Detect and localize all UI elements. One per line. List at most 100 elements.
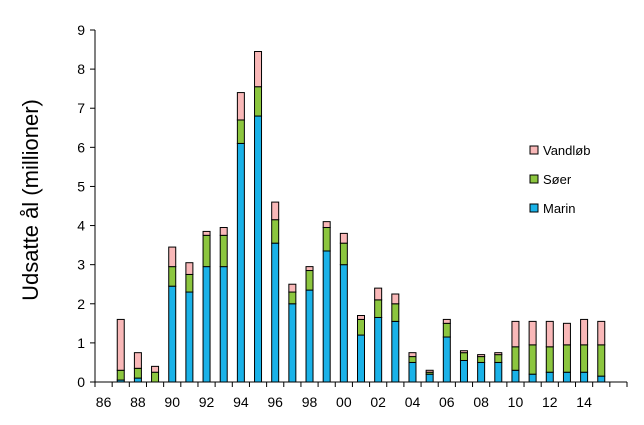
y-tick-label: 9 [77,22,85,38]
legend-swatch [529,174,539,184]
bar-segment-marin [202,266,211,383]
bar-segment-marin [357,334,365,383]
legend-swatch [529,203,539,213]
bar-segment-s-er [254,86,263,117]
bar-segment-vandl-b [305,266,314,272]
bar-segment-marin [271,242,280,383]
bar-segment-s-er [322,227,331,252]
bar-segment-vandl-b [322,221,331,229]
bar-segment-marin [562,371,571,383]
bar-segment-marin [425,373,434,383]
bar-segment-marin [168,285,177,383]
bar-segment-marin [511,369,520,383]
x-tick-label: 02 [370,394,386,410]
bar-segment-marin [528,373,537,383]
x-tick-label: 88 [130,394,146,410]
bar-segment-marin [442,336,451,383]
legend-swatch [529,145,539,155]
x-tick-label: 06 [439,394,455,410]
bar-segment-marin [597,375,606,383]
y-tick-label: 7 [77,100,85,116]
bar-segment-s-er [202,234,211,268]
bar-segment-s-er [151,371,160,383]
bar-segment-vandl-b [271,201,280,221]
x-tick-label: 86 [96,394,112,410]
x-tick-label: 96 [267,394,283,410]
bar-segment-s-er [374,299,383,318]
y-tick-label: 2 [77,296,85,312]
bar-segment-s-er [288,291,297,305]
bar-segment-vandl-b [494,352,503,356]
bar-segment-s-er [357,318,365,336]
legend-label: Marin [543,201,576,216]
bar-segment-vandl-b [236,92,245,121]
bar-segment-marin [545,371,554,383]
bar-segment-vandl-b [391,293,400,305]
bar-segment-marin [580,371,589,383]
bar-segment-vandl-b [116,318,125,371]
bar-segment-s-er [442,322,451,338]
bar-segment-marin [305,289,314,383]
x-tick-label: 94 [233,394,249,410]
bar-segment-vandl-b [254,51,263,88]
x-tick-label: 00 [336,394,352,410]
bar-segment-marin [254,115,263,383]
bar-segment-vandl-b [597,320,606,346]
bar-segment-s-er [580,344,589,373]
bar-segment-s-er [219,234,228,268]
y-tick-label: 1 [77,335,85,351]
bar-segment-marin [459,359,468,383]
bar-segment-s-er [339,242,348,266]
bar-segment-vandl-b [408,352,417,358]
legend-label: Vandløb [543,143,590,158]
bar-segment-s-er [528,344,537,375]
y-axis-title: Udsatte ål (millioner) [18,99,43,301]
bar-segment-marin [322,250,331,383]
x-tick-label: 08 [473,394,489,410]
bar-segment-vandl-b [528,320,537,346]
bar-segment-marin [133,377,142,383]
bar-segment-marin [219,266,228,383]
bar-segment-vandl-b [219,227,228,236]
bar-segment-s-er [271,219,280,244]
y-tick-label: 5 [77,178,85,194]
x-tick-label: 92 [199,394,215,410]
y-axis-title-group: Udsatte ål (millioner) [18,99,43,301]
bar-segment-vandl-b [185,262,194,275]
x-tick-label: 98 [302,394,318,410]
bar-segment-marin [374,316,383,383]
bar-segment-marin [339,264,348,383]
bar-segment-s-er [477,356,486,363]
x-tick-label: 14 [576,394,592,410]
bar-segment-vandl-b [511,320,520,348]
x-tick-label: 04 [405,394,421,410]
y-tick-label: 6 [77,139,85,155]
bar-segment-s-er [459,352,468,361]
bar-segment-vandl-b [151,365,160,373]
bar-segment-vandl-b [202,230,211,236]
bar-segment-s-er [133,367,142,379]
bar-segment-vandl-b [459,350,468,354]
bar-segment-vandl-b [580,318,589,346]
bar-segment-marin [391,320,400,383]
bar-segment-vandl-b [133,352,142,369]
x-tick-label: 10 [508,394,524,410]
bar-segment-s-er [116,369,125,381]
bar-segment-s-er [391,303,400,322]
bar-segment-marin [288,303,297,383]
bar-segment-vandl-b [442,318,451,324]
bar-segment-s-er [562,344,571,373]
bar-segment-vandl-b [425,369,434,373]
bar-segment-vandl-b [357,315,365,320]
legend-label: Søer [543,172,572,187]
legend: Vandløb Søer Marin [529,143,590,216]
bar-segment-s-er [597,344,606,377]
bar-segment-marin [494,361,503,383]
bar-segment-vandl-b [168,246,177,268]
bar-segment-s-er [185,273,194,293]
bar-segment-marin [408,361,417,383]
y-tick-label: 8 [77,61,85,77]
